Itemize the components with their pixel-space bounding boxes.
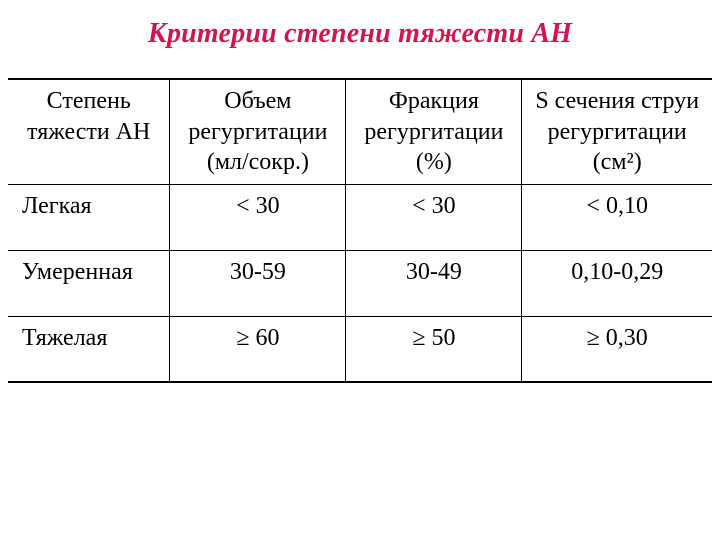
cell-value: < 0,10 — [522, 185, 712, 251]
col-header: Степень тяжести АН — [8, 79, 170, 185]
cell-value: 30-49 — [346, 250, 522, 316]
table-row: Умеренная 30-59 30-49 0,10-0,29 — [8, 250, 712, 316]
cell-value: 30-59 — [170, 250, 346, 316]
cell-value: ≥ 50 — [346, 316, 522, 382]
slide-title: Критерии степени тяжести АН — [8, 18, 712, 50]
table-header-row: Степень тяжести АН Объем регургитации (м… — [8, 79, 712, 185]
criteria-table: Степень тяжести АН Объем регургитации (м… — [8, 78, 712, 383]
cell-severity: Легкая — [8, 185, 170, 251]
cell-value: < 30 — [346, 185, 522, 251]
cell-value: 0,10-0,29 — [522, 250, 712, 316]
col-header: Фракция регургитации (%) — [346, 79, 522, 185]
table-row: Легкая < 30 < 30 < 0,10 — [8, 185, 712, 251]
cell-value: ≥ 0,30 — [522, 316, 712, 382]
cell-severity: Тяжелая — [8, 316, 170, 382]
slide: Критерии степени тяжести АН Степень тяже… — [0, 0, 720, 540]
cell-severity: Умеренная — [8, 250, 170, 316]
col-header: S сечения струи регургитации (см²) — [522, 79, 712, 185]
table-row: Тяжелая ≥ 60 ≥ 50 ≥ 0,30 — [8, 316, 712, 382]
col-header: Объем регургитации (мл/сокр.) — [170, 79, 346, 185]
cell-value: < 30 — [170, 185, 346, 251]
cell-value: ≥ 60 — [170, 316, 346, 382]
